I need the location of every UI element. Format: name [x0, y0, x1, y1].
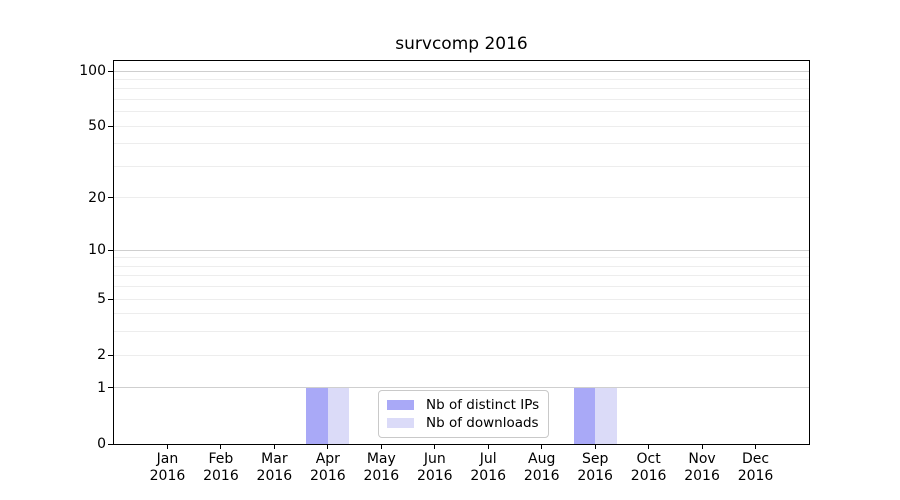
- y-tick-mark-0: [108, 443, 113, 445]
- gridline-y-1: [114, 387, 809, 389]
- y-tick-mark-10: [108, 249, 113, 251]
- gridline-y-5: [114, 298, 809, 300]
- x-tick-label-jul: Jul 2016: [470, 451, 507, 484]
- x-tick-label-jan: Jan 2016: [149, 451, 186, 484]
- y-tick-mark-2: [108, 354, 113, 356]
- x-tick-label-feb: Feb 2016: [203, 451, 239, 484]
- gridline-y-90: [114, 78, 809, 80]
- legend-swatch-downloads-icon: [387, 418, 414, 428]
- x-tick-label-jun: Jun 2016: [416, 451, 453, 484]
- y-tick-label-100: 100: [79, 63, 106, 79]
- x-tick-label-mar: Mar 2016: [256, 451, 293, 484]
- y-tick-mark-100: [108, 70, 113, 72]
- y-tick-label-50: 50: [88, 118, 106, 135]
- gridline-y-7: [114, 275, 809, 277]
- gridline-y-100: [114, 70, 809, 72]
- gridline-y-70: [114, 98, 809, 100]
- legend-label-distinct-ips: Nb of distinct IPs: [426, 397, 540, 413]
- legend-swatch-distinct-ips-icon: [387, 400, 414, 410]
- gridline-y-40: [114, 143, 809, 145]
- bar-nb-of-downloads-sep: [595, 387, 617, 444]
- gridline-y-4: [114, 313, 809, 315]
- x-tick-label-may: May 2016: [363, 451, 400, 484]
- gridline-y-60: [114, 111, 809, 113]
- y-tick-label-0: 0: [97, 436, 106, 452]
- legend: Nb of distinct IPs Nb of downloads: [378, 390, 550, 438]
- x-tick-mark-jan: [166, 445, 168, 449]
- x-tick-label-aug: Aug 2016: [523, 451, 560, 484]
- y-tick-label-1: 1: [97, 379, 106, 396]
- y-tick-label-2: 2: [97, 347, 106, 364]
- bar-nb-of-distinct-ips-sep: [573, 387, 596, 444]
- gridline-y-80: [114, 88, 809, 90]
- x-tick-label-sep: Sep 2016: [577, 451, 613, 484]
- gridline-y-8: [114, 265, 809, 267]
- y-tick-mark-5: [108, 298, 113, 300]
- x-tick-mark-nov: [701, 445, 703, 449]
- x-tick-mark-aug: [541, 445, 543, 449]
- gridline-y-3: [114, 331, 809, 333]
- x-tick-mark-apr: [327, 445, 329, 449]
- y-tick-label-20: 20: [88, 189, 106, 206]
- gridline-y-6: [114, 286, 809, 288]
- gridline-y-50: [114, 125, 809, 127]
- y-tick-label-10: 10: [88, 242, 106, 259]
- bar-nb-of-distinct-ips-apr: [306, 387, 328, 444]
- gridline-y-20: [114, 197, 809, 199]
- x-tick-mark-jul: [487, 445, 489, 449]
- chart-title: survcomp 2016: [395, 34, 528, 54]
- plot-area: [113, 60, 810, 445]
- y-tick-label-5: 5: [97, 291, 106, 308]
- x-tick-label-nov: Nov 2016: [684, 451, 720, 484]
- legend-entry-downloads: Nb of downloads: [387, 414, 539, 432]
- x-tick-label-dec: Dec 2016: [737, 451, 774, 484]
- x-tick-mark-feb: [220, 445, 222, 449]
- x-tick-mark-jun: [434, 445, 436, 449]
- x-tick-mark-dec: [755, 445, 757, 449]
- y-tick-mark-1: [108, 387, 113, 389]
- legend-entry-distinct-ips: Nb of distinct IPs: [387, 396, 539, 414]
- legend-label-downloads: Nb of downloads: [426, 415, 539, 431]
- gridline-y-10: [114, 249, 809, 251]
- x-tick-mark-sep: [594, 445, 596, 449]
- x-tick-mark-mar: [273, 445, 275, 449]
- x-tick-label-apr: Apr 2016: [310, 451, 346, 484]
- gridline-y-9: [114, 257, 809, 259]
- y-tick-mark-50: [108, 125, 113, 127]
- bar-nb-of-downloads-apr: [327, 387, 350, 444]
- x-tick-mark-oct: [648, 445, 650, 449]
- x-tick-mark-may: [380, 445, 382, 449]
- gridline-y-2: [114, 354, 809, 356]
- x-tick-label-oct: Oct 2016: [630, 451, 667, 484]
- gridline-y-30: [114, 165, 809, 167]
- y-tick-mark-20: [108, 197, 113, 199]
